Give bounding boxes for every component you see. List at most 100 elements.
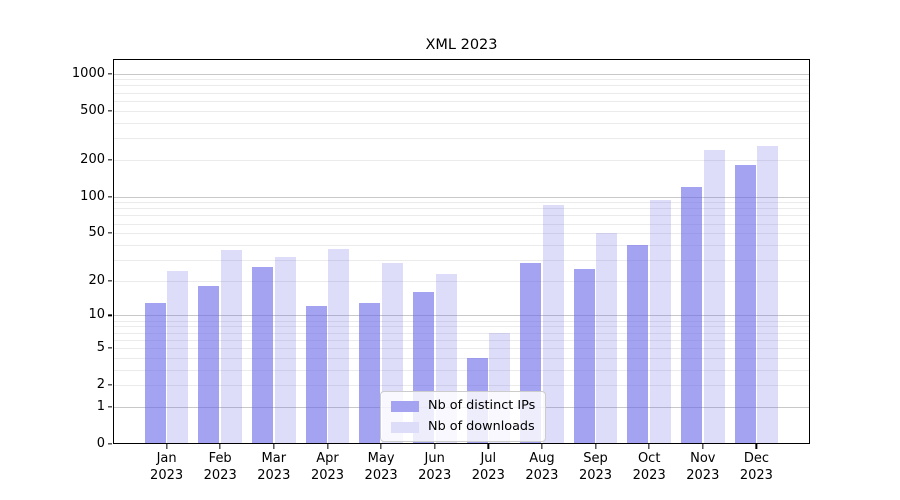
bar-downloads [167,271,189,444]
x-tick-month: Mar [261,451,287,466]
gridline-minor [113,347,810,349]
x-tick-label: Sep 2023 [579,451,612,484]
x-tick-month: Oct [637,451,661,466]
x-tick-month: Feb [208,451,232,466]
x-tick-year: 2023 [578,467,613,483]
x-tick-mark [755,444,758,449]
x-tick-label: Feb 2023 [204,451,237,484]
bar-distinct-ips [627,244,649,444]
bar-downloads [328,248,350,444]
x-tick-month: Jul [480,451,497,466]
gridline-minor [113,339,810,341]
gridline-minor [113,357,810,359]
bar-distinct-ips [681,186,702,444]
bar-downloads [542,205,564,444]
x-tick-year: 2023 [686,467,720,483]
gridline-minor [113,202,810,204]
bar-downloads [274,256,296,444]
x-tick-mark [541,444,543,449]
bar-downloads [221,250,242,444]
x-tick-month: Aug [529,451,555,466]
y-tick-label: 500 [80,102,105,118]
gridline-minor [113,208,810,210]
gridline-minor [113,100,810,102]
x-tick-month: May [367,451,395,466]
gridline-minor [113,320,810,322]
plot-area: 0 1 2 5 10 20 50 100 200 500 1000 Jan 2023 Feb 2023 Mar… [72,59,810,483]
y-tick-mark [107,195,112,198]
x-tick-year: 2023 [632,467,666,483]
x-tick-label: Dec 2023 [740,451,773,484]
gridline-minor [113,244,810,246]
x-tick-mark [165,444,168,449]
x-tick-year: 2023 [418,467,452,483]
bar-downloads [596,233,618,444]
y-tick-label: 5 [96,339,105,355]
bar-distinct-ips [144,302,166,444]
x-tick-label: Jul 2023 [472,451,505,484]
gridline-minor [113,385,810,387]
x-tick-year: 2023 [257,467,291,483]
y-tick-mark [107,443,112,445]
legend-label-distinct-ips: Nb of distinct IPs [428,398,536,413]
x-tick-mark [702,444,704,449]
x-tick-mark [273,444,275,449]
bar-distinct-ips [252,267,273,444]
y-tick-label: 2 [96,377,105,393]
gridline-minor [113,137,810,139]
y-tick-label: 100 [80,188,105,204]
bar-distinct-ips [305,306,327,444]
x-tick-month: Jun [424,451,445,466]
gridline-minor [113,326,810,328]
x-tick-mark [219,444,221,449]
y-tick-label: 200 [80,151,105,167]
gridline-minor [113,223,810,225]
y-tick-label: 10 [88,307,105,323]
bar-distinct-ips [573,269,595,444]
x-tick-mark [594,444,597,449]
x-tick-label: Nov 2023 [686,451,719,484]
gridline-minor [113,159,810,161]
bar-distinct-ips [734,165,756,444]
y-tick-mark [107,72,112,75]
gridline-minor [113,79,810,81]
chart-title: XML 2023 [425,37,498,53]
x-tick-year: 2023 [525,467,559,483]
gridline-major [113,73,810,75]
legend: Nb of distinct IPs Nb of downloads [380,391,547,442]
legend-swatch-distinct-ips [391,400,419,412]
x-tick-year: 2023 [364,467,398,483]
legend-swatch-downloads [391,421,419,433]
x-tick-month: Nov [690,451,716,466]
gridline-minor [113,215,810,217]
y-tick-mark [107,406,112,408]
bar-downloads [757,145,779,444]
gridline-minor [113,110,810,112]
gridline-minor [113,332,810,334]
y-tick-mark [107,232,112,234]
y-tick-label: 1 [96,398,105,414]
legend-entry-distinct-ips: Nb of distinct IPs [391,399,535,413]
x-tick-label: May 2023 [365,451,398,484]
gridline-major [113,315,810,317]
x-tick-mark [648,444,650,449]
y-tick-label: 0 [96,436,105,451]
bar-distinct-ips [359,302,381,444]
gridline-minor [113,85,810,87]
y-tick-mark [107,280,112,282]
x-tick-year: 2023 [471,467,505,483]
y-tick-label: 50 [88,225,105,241]
x-tick-month: Jan [156,451,177,466]
y-tick-mark [107,109,112,112]
x-tick-label: Jun 2023 [418,451,451,484]
x-tick-month: Dec [743,451,769,466]
bar-downloads [650,200,671,444]
y-tick-mark [107,314,112,317]
legend-entry-downloads: Nb of downloads [391,420,535,434]
x-tick-year: 2023 [310,467,345,483]
x-tick-mark [380,444,382,449]
x-tick-mark [487,444,489,449]
gridline-minor [113,259,810,261]
x-tick-mark [326,444,329,449]
